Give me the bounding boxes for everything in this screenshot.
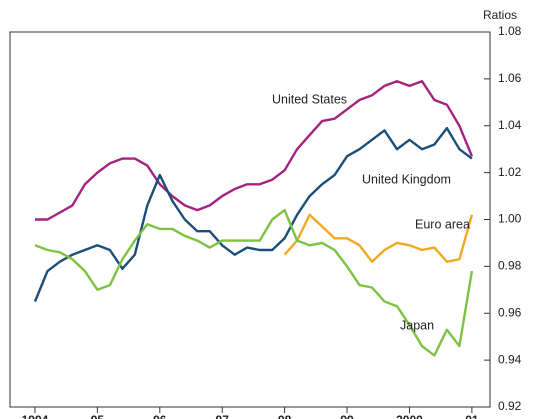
y-tick-label: 1.04	[498, 118, 522, 132]
series-line	[283, 213, 474, 263]
y-tick-label: 1.06	[498, 71, 522, 85]
x-tick-label: 1994	[22, 413, 49, 419]
y-tick-label: 1.00	[498, 212, 522, 226]
y-tick-label: 0.92	[498, 399, 522, 413]
y-tick-label: 1.08	[498, 24, 522, 38]
series-line	[33, 126, 473, 302]
series-label: Euro area	[415, 217, 470, 231]
series-line	[35, 80, 474, 221]
x-tick-label: 97	[216, 413, 230, 419]
x-tick-label: 01	[465, 413, 479, 419]
series-line	[34, 208, 474, 357]
series-label: United States	[272, 92, 347, 106]
x-tick-label: 2000	[396, 413, 423, 419]
x-tick-label: 99	[340, 413, 354, 419]
y-tick-label: 0.94	[498, 352, 522, 366]
series-label: United Kingdom	[362, 172, 451, 186]
series-label: Japan	[400, 318, 434, 332]
y-tick-label: 0.96	[498, 305, 522, 319]
x-tick-label: 98	[278, 413, 292, 419]
y-tick-label: 1.02	[498, 165, 522, 179]
y-axis-label: Ratios	[483, 8, 517, 22]
x-tick-label: 95	[91, 413, 105, 419]
x-tick-label: 96	[153, 413, 167, 419]
y-tick-label: 0.98	[498, 259, 522, 273]
